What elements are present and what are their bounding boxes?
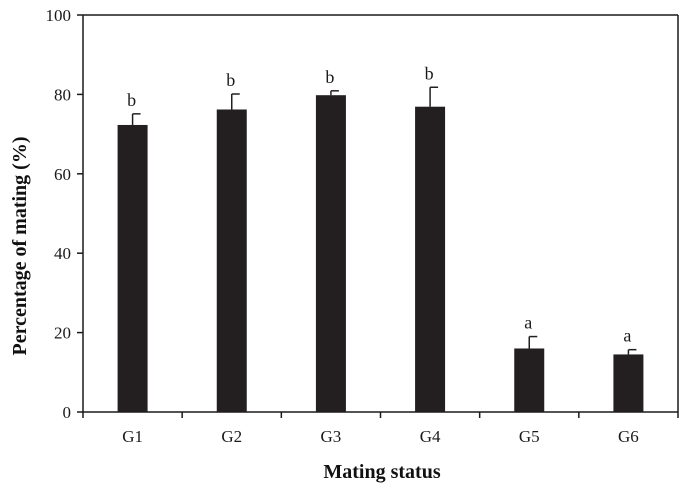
x-axis-title: Mating status [323, 461, 440, 483]
bar-g5 [514, 348, 545, 412]
error-bars [131, 86, 637, 355]
x-tick-labels: G1 G2 G3 G4 G5 G6 [122, 427, 639, 446]
axes [77, 14, 679, 418]
y-axis-title: Percentage of mating (%) [9, 136, 31, 355]
significance-label-g5: a [524, 313, 532, 333]
x-tick-label-g5: G5 [519, 427, 540, 446]
significance-label-g4: b [425, 63, 434, 83]
y-tick-label: 100 [46, 6, 72, 25]
error-bar-g4 [429, 86, 439, 107]
y-tick-label: 0 [63, 403, 72, 422]
x-tick-label-g4: G4 [420, 427, 441, 446]
y-tick-label: 80 [54, 85, 71, 104]
bar-g4 [415, 106, 446, 412]
significance-labels: b b b b a a [127, 63, 631, 345]
y-tick-label: 20 [54, 324, 71, 343]
y-tick-labels: 0 20 40 60 80 100 [46, 6, 72, 422]
error-bar-g3 [330, 90, 339, 96]
x-tick-label-g1: G1 [122, 427, 143, 446]
significance-label-g1: b [127, 90, 136, 110]
significance-label-g3: b [325, 67, 334, 87]
y-tick-label: 40 [54, 244, 71, 263]
bars [117, 95, 644, 413]
bar-g1 [117, 124, 148, 413]
y-tick-label: 60 [54, 165, 71, 184]
significance-label-g2: b [226, 70, 235, 90]
x-tick-label-g3: G3 [321, 427, 342, 446]
bar-g2 [216, 109, 247, 413]
error-bar-g1 [131, 113, 141, 125]
bar-g6 [613, 354, 644, 412]
error-bar-g2 [231, 93, 240, 110]
error-bar-g6 [627, 348, 637, 355]
bar-g3 [315, 95, 346, 412]
significance-label-g6: a [623, 326, 631, 346]
x-tick-label-g6: G6 [618, 427, 639, 446]
x-tick-label-g2: G2 [221, 427, 242, 446]
error-bar-g5 [528, 335, 538, 349]
